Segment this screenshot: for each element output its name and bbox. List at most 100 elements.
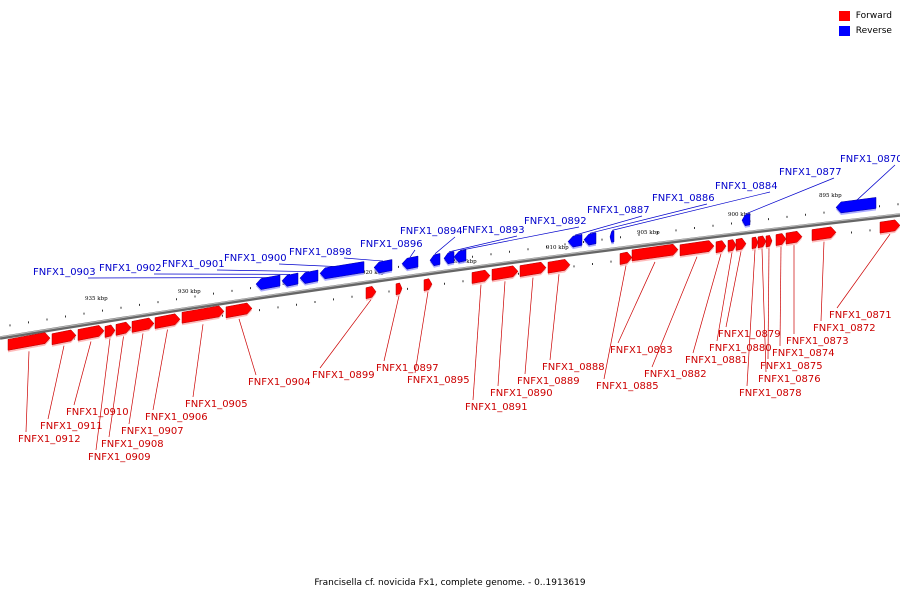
gene-FNFX1_0882-feature[interactable] xyxy=(679,240,715,257)
gene-FNFX1_0899-label[interactable]: FNFX1_0899 xyxy=(312,370,375,381)
map-caption: Francisella cf. novicida Fx1, complete g… xyxy=(314,578,586,588)
gene-FNFX1_0888-feature[interactable] xyxy=(547,259,571,274)
gene-FNFX1_0900-feature[interactable] xyxy=(319,261,365,280)
gene-FNFX1_0903-feature[interactable] xyxy=(255,274,281,290)
gene-FNFX1_0900-label[interactable]: FNFX1_0900 xyxy=(224,253,287,264)
gene-FNFX1_0880-label[interactable]: FNFX1_0880 xyxy=(709,343,772,354)
legend-forward: Forward xyxy=(838,8,892,23)
gene-FNFX1_0899-feature[interactable] xyxy=(365,286,377,300)
gene-FNFX1_0880-feature[interactable] xyxy=(727,239,737,252)
scale-label-935: 935 kbp xyxy=(85,296,108,302)
gene-FNFX1_0902-feature[interactable] xyxy=(281,272,299,287)
gene-FNFX1_0883-connector xyxy=(617,261,656,344)
gene-FNFX1_0881-feature[interactable] xyxy=(715,240,727,254)
gene-FNFX1_0907-connector xyxy=(128,333,144,425)
gene-FNFX1_0896-feature[interactable] xyxy=(401,255,419,270)
gene-FNFX1_0875-label[interactable]: FNFX1_0875 xyxy=(760,361,823,372)
gene-FNFX1_0881-label[interactable]: FNFX1_0881 xyxy=(685,355,748,366)
gene-FNFX1_0891-label[interactable]: FNFX1_0891 xyxy=(465,402,528,413)
gene-FNFX1_0873-label[interactable]: FNFX1_0873 xyxy=(786,336,849,347)
gene-FNFX1_0870-feature[interactable] xyxy=(835,197,877,214)
gene-FNFX1_0879-feature[interactable] xyxy=(735,237,747,251)
gene-FNFX1_0872-label[interactable]: FNFX1_0872 xyxy=(813,323,876,334)
gene-FNFX1_0877-feature[interactable] xyxy=(741,213,751,227)
gene-FNFX1_0889-label[interactable]: FNFX1_0889 xyxy=(517,376,580,387)
gene-FNFX1_0886-label[interactable]: FNFX1_0886 xyxy=(652,193,715,204)
gene-FNFX1_0911-label[interactable]: FNFX1_0911 xyxy=(40,421,103,432)
scale-label-895: 895 kbp xyxy=(819,193,842,199)
gene-FNFX1_0906-feature[interactable] xyxy=(154,313,181,329)
gene-FNFX1_0907-label[interactable]: FNFX1_0907 xyxy=(121,426,184,437)
gene-FNFX1_0897-label[interactable]: FNFX1_0897 xyxy=(376,363,439,374)
scale-label-920: 920 kbp xyxy=(362,270,385,276)
gene-FNFX1_0905-label[interactable]: FNFX1_0905 xyxy=(185,399,248,410)
gene-FNFX1_0883-label[interactable]: FNFX1_0883 xyxy=(610,345,673,356)
gene-FNFX1_0887-feature[interactable] xyxy=(567,233,583,248)
genome-backbone-highlight xyxy=(0,213,900,338)
gene-FNFX1_0878-label[interactable]: FNFX1_0878 xyxy=(739,388,802,399)
gene-FNFX1_0912-connector xyxy=(25,351,30,433)
gene-FNFX1_0901-label[interactable]: FNFX1_0901 xyxy=(162,259,225,270)
gene-FNFX1_0891-feature[interactable] xyxy=(471,269,491,284)
gene-FNFX1_0911-feature[interactable] xyxy=(51,329,77,346)
gene-FNFX1_0908-label[interactable]: FNFX1_0908 xyxy=(101,439,164,450)
gene-FNFX1_0884-label[interactable]: FNFX1_0884 xyxy=(715,181,778,192)
gene-FNFX1_0888-label[interactable]: FNFX1_0888 xyxy=(542,362,605,373)
gene-FNFX1_0893-feature[interactable] xyxy=(443,251,455,265)
gene-FNFX1_0910-feature[interactable] xyxy=(77,325,105,341)
gene-FNFX1_0870-label[interactable]: FNFX1_0870 xyxy=(840,154,900,165)
gene-FNFX1_0882-label[interactable]: FNFX1_0882 xyxy=(644,369,707,380)
gene-FNFX1_0874-feature[interactable] xyxy=(775,233,787,246)
gene-FNFX1_0894-label[interactable]: FNFX1_0894 xyxy=(400,226,463,237)
gene-FNFX1_0898-label[interactable]: FNFX1_0898 xyxy=(289,247,352,258)
gene-FNFX1_0879-label[interactable]: FNFX1_0879 xyxy=(718,329,781,340)
gene-FNFX1_0873-feature[interactable] xyxy=(785,230,803,245)
gene-FNFX1_0875-connector xyxy=(767,248,770,360)
gene-FNFX1_0909-feature[interactable] xyxy=(104,324,116,338)
gene-FNFX1_0886-feature[interactable] xyxy=(583,232,597,246)
gene-FNFX1_0878-feature[interactable] xyxy=(751,236,759,250)
gene-FNFX1_0884-feature[interactable] xyxy=(609,230,615,243)
gene-FNFX1_0877-label[interactable]: FNFX1_0877 xyxy=(779,167,842,178)
gene-FNFX1_0871-feature[interactable] xyxy=(879,219,900,234)
gene-FNFX1_0886-connector xyxy=(589,203,708,234)
gene-FNFX1_0890-feature[interactable] xyxy=(491,265,519,281)
gene-FNFX1_0893-label[interactable]: FNFX1_0893 xyxy=(462,225,525,236)
gene-FNFX1_0902-label[interactable]: FNFX1_0902 xyxy=(99,263,162,274)
gene-FNFX1_0896-label[interactable]: FNFX1_0896 xyxy=(360,239,423,250)
gene-FNFX1_0885-feature[interactable] xyxy=(619,251,633,265)
gene-FNFX1_0885-label[interactable]: FNFX1_0885 xyxy=(596,381,659,392)
gene-FNFX1_0905-feature[interactable] xyxy=(181,305,225,324)
gene-FNFX1_0904-feature[interactable] xyxy=(225,302,253,319)
gene-FNFX1_0909-label[interactable]: FNFX1_0909 xyxy=(88,452,151,463)
gene-FNFX1_0910-label[interactable]: FNFX1_0910 xyxy=(66,407,129,418)
gene-FNFX1_0875-feature[interactable] xyxy=(765,235,773,248)
gene-FNFX1_0872-feature[interactable] xyxy=(811,226,837,241)
gene-FNFX1_0901-connector xyxy=(216,269,310,272)
gene-FNFX1_0912-label[interactable]: FNFX1_0912 xyxy=(18,434,81,445)
gene-FNFX1_0878-connector xyxy=(746,249,756,387)
gene-FNFX1_0889-feature[interactable] xyxy=(519,261,547,277)
gene-FNFX1_0895-label[interactable]: FNFX1_0895 xyxy=(407,375,470,386)
gene-FNFX1_0876-label[interactable]: FNFX1_0876 xyxy=(758,374,821,385)
gene-FNFX1_0908-feature[interactable] xyxy=(115,321,132,336)
gene-FNFX1_0897-feature[interactable] xyxy=(395,282,403,296)
gene-FNFX1_0907-feature[interactable] xyxy=(131,317,155,333)
gene-FNFX1_0901-feature[interactable] xyxy=(299,269,319,284)
gene-FNFX1_0887-label[interactable]: FNFX1_0887 xyxy=(587,205,650,216)
gene-FNFX1_0894-feature[interactable] xyxy=(429,253,441,267)
gene-FNFX1_0912-feature[interactable] xyxy=(7,332,51,351)
gene-FNFX1_0883-feature[interactable] xyxy=(631,243,679,262)
gene-FNFX1_0900-connector xyxy=(278,263,343,268)
gene-FNFX1_0895-feature[interactable] xyxy=(423,278,433,292)
gene-FNFX1_0871-label[interactable]: FNFX1_0871 xyxy=(829,310,892,321)
gene-FNFX1_0874-label[interactable]: FNFX1_0874 xyxy=(772,348,835,359)
gene-FNFX1_0906-label[interactable]: FNFX1_0906 xyxy=(145,412,208,423)
gene-FNFX1_0876-feature[interactable] xyxy=(757,235,767,249)
gene-FNFX1_0898-feature[interactable] xyxy=(373,259,393,274)
gene-FNFX1_0892-label[interactable]: FNFX1_0892 xyxy=(524,216,587,227)
gene-FNFX1_0903-label[interactable]: FNFX1_0903 xyxy=(33,267,96,278)
gene-FNFX1_0904-label[interactable]: FNFX1_0904 xyxy=(248,377,311,388)
gene-FNFX1_0890-label[interactable]: FNFX1_0890 xyxy=(490,388,553,399)
gene-FNFX1_0892-feature[interactable] xyxy=(453,249,467,263)
